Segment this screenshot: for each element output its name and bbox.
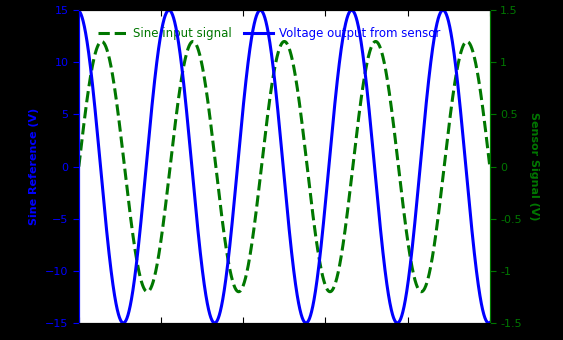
- Sine input signal: [486, 165, 493, 169]
- Voltage output from sensor: [96, 157, 103, 161]
- Legend: Sine input signal, Voltage output from sensor: Sine input signal, Voltage output from s…: [93, 22, 445, 45]
- Sine input signal: [475, 75, 482, 80]
- Voltage output from sensor: [348, 8, 355, 12]
- Sine input signal: [265, 110, 271, 115]
- Voltage output from sensor: [265, 28, 271, 32]
- Sine input signal: [96, 40, 103, 45]
- Sine input signal: [475, 74, 481, 78]
- Sine input signal: [418, 290, 425, 294]
- Sine input signal: [275, 48, 282, 52]
- Voltage output from sensor: [486, 321, 493, 325]
- Voltage output from sensor: [75, 8, 82, 13]
- Voltage output from sensor: [275, 117, 282, 121]
- Sine input signal: [99, 39, 105, 44]
- Voltage output from sensor: [475, 282, 481, 286]
- Voltage output from sensor: [475, 283, 482, 287]
- Line: Sine input signal: Sine input signal: [79, 41, 490, 292]
- Y-axis label: Sine Reference (V): Sine Reference (V): [29, 108, 39, 225]
- Sine input signal: [75, 165, 82, 169]
- Y-axis label: Sensor Signal (V): Sensor Signal (V): [529, 112, 539, 221]
- Voltage output from sensor: [303, 321, 310, 325]
- Voltage output from sensor: [400, 310, 406, 314]
- Sine input signal: [399, 200, 406, 204]
- Line: Voltage output from sensor: Voltage output from sensor: [79, 10, 490, 323]
